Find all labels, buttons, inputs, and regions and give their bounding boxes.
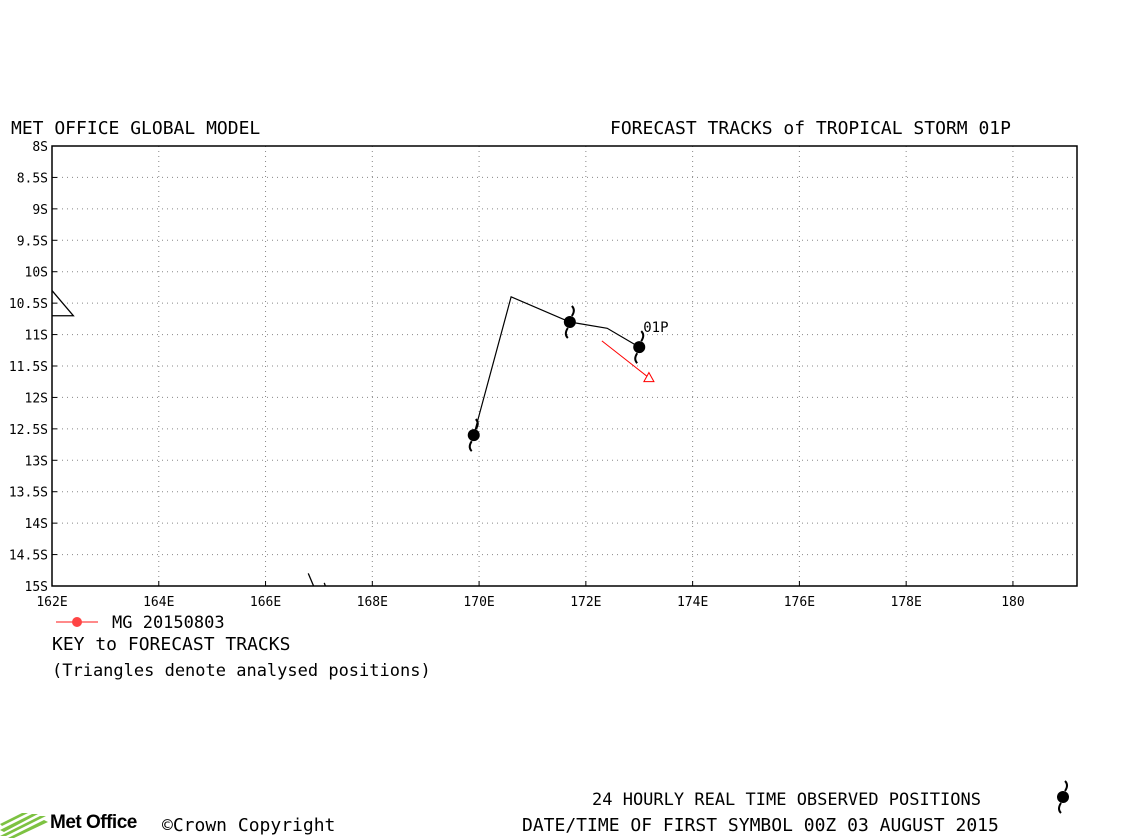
axis-ticks: 8S 8.5S 9S 9.5S 10S 10.5S 11S 11.5S 12S 12.5S 13S 1… (9, 140, 1025, 610)
cyclone-arm (640, 330, 645, 342)
lon-tick-label: 168E (357, 595, 388, 610)
lon-tick-label: 180 (1001, 595, 1024, 610)
storm-label: 01P (643, 320, 668, 336)
forecast-track-line (601, 340, 651, 379)
lat-tick-label: 14.5S (9, 549, 48, 564)
key-title: KEY to FORECAST TRACKS (52, 634, 291, 655)
lat-tick-label: 8.5S (17, 171, 48, 186)
observed-track-line (473, 296, 640, 436)
coastline-segment (307, 573, 315, 587)
forecast-triangle (643, 371, 655, 383)
lon-tick-label: 174E (677, 595, 708, 610)
lat-tick-label: 13S (25, 454, 48, 469)
first-symbol-date: DATE/TIME OF FIRST SYMBOL 00Z 03 AUGUST … (522, 815, 999, 836)
legend-entry-label: MG 20150803 (112, 613, 225, 633)
observed-positions-label: 24 HOURLY REAL TIME OBSERVED POSITIONS (592, 790, 981, 810)
storm-track: 01P (467, 296, 669, 452)
lat-tick-label: 10.5S (9, 297, 48, 312)
cyclone-position-icon (467, 418, 480, 452)
lon-tick-label: 166E (250, 595, 281, 610)
lon-tick-label: 172E (570, 595, 601, 610)
lat-tick-label: 9.5S (17, 234, 48, 249)
lon-tick-label: 170E (463, 595, 494, 610)
lat-tick-label: 15S (25, 580, 48, 595)
lat-tick-label: 8S (32, 140, 48, 155)
coastline-segment (51, 290, 75, 317)
legend-marker (56, 617, 98, 627)
cyclone-symbol-icon (1057, 780, 1069, 814)
lon-tick-label: 178E (891, 595, 922, 610)
cyclone-arm (474, 418, 479, 430)
cyclone-position-icon (563, 305, 576, 339)
key-note: (Triangles denote analysed positions) (52, 661, 431, 681)
lon-tick-label: 176E (784, 595, 815, 610)
grid-lines (52, 146, 1077, 586)
plot-frame (51, 145, 1078, 587)
lat-tick-label: 13.5S (9, 486, 48, 501)
cyclone-core (467, 429, 480, 442)
lat-tick-label: 12S (25, 391, 48, 406)
chart-title-right: FORECAST TRACKS of TROPICAL STORM 01P (610, 118, 1011, 139)
lon-tick-label: 162E (36, 595, 67, 610)
lat-tick-label: 10S (25, 266, 48, 281)
cyclone-arm (634, 352, 639, 364)
lat-tick-label: 14S (25, 517, 48, 532)
logo-text: Met Office (50, 812, 137, 833)
met-office-logo-icon (0, 813, 48, 838)
cyclone-position-icon (633, 330, 646, 364)
lon-tick-label: 164E (143, 595, 174, 610)
cyclone-core (633, 341, 646, 354)
lat-tick-label: 11S (25, 329, 48, 344)
lat-tick-label: 12.5S (9, 423, 48, 438)
lat-tick-label: 9S (32, 203, 48, 218)
lat-tick-label: 11.5S (9, 360, 48, 375)
copyright-text: ©Crown Copyright (162, 815, 336, 836)
cyclone-arm (468, 440, 473, 452)
cyclone-arm (564, 327, 569, 339)
chart-title-left: MET OFFICE GLOBAL MODEL (11, 118, 261, 139)
cyclone-arm (570, 305, 575, 317)
cyclone-core (563, 316, 576, 328)
